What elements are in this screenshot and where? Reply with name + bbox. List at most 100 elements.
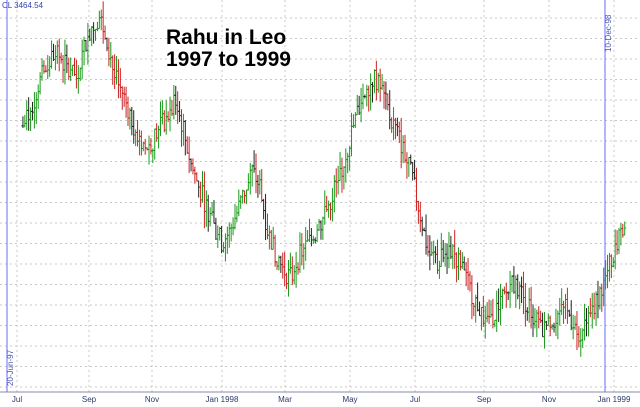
ohlc-bar bbox=[99, 9, 103, 31]
ohlc-bar bbox=[453, 229, 457, 269]
ohlc-bar bbox=[105, 37, 109, 52]
ohlc-bar bbox=[122, 86, 126, 107]
ohlc-bar bbox=[476, 282, 480, 312]
ohlc-bar bbox=[369, 73, 373, 111]
ohlc-bar bbox=[260, 169, 264, 202]
ohlc-bar bbox=[340, 157, 344, 193]
ohlc-bar bbox=[443, 243, 447, 267]
ohlc-bar bbox=[558, 297, 562, 326]
ohlc-bar bbox=[487, 299, 491, 325]
ohlc-bar bbox=[357, 95, 361, 115]
ohlc-bar bbox=[23, 114, 27, 128]
ohlc-bar bbox=[334, 168, 338, 198]
ohlc-bar bbox=[390, 117, 394, 133]
x-tick-label: Sep bbox=[82, 395, 97, 404]
ohlc-bar bbox=[233, 203, 237, 230]
ohlc-bar bbox=[388, 90, 392, 130]
ohlc-bar bbox=[411, 162, 415, 181]
ohlc-bar bbox=[348, 146, 352, 171]
ohlc-bar bbox=[97, 10, 101, 30]
ohlc-bar bbox=[330, 187, 334, 222]
ohlc-bar bbox=[267, 225, 271, 250]
ohlc-bar bbox=[407, 156, 411, 177]
ohlc-bar bbox=[137, 129, 141, 156]
ohlc-bar bbox=[617, 227, 621, 255]
ohlc-bar bbox=[225, 226, 229, 254]
ohlc-bar bbox=[520, 276, 524, 304]
ohlc-bar bbox=[25, 100, 29, 131]
ohlc-bar bbox=[229, 223, 233, 242]
ohlc-bar bbox=[90, 26, 94, 47]
ohlc-bar bbox=[34, 92, 38, 125]
ohlc-bar bbox=[571, 314, 575, 340]
ohlc-bar bbox=[590, 293, 594, 329]
ohlc-bar bbox=[451, 244, 455, 270]
ohlc-bar bbox=[393, 117, 397, 140]
ohlc-bar bbox=[474, 294, 478, 323]
ohlc-bar bbox=[136, 119, 140, 147]
ohlc-bar bbox=[607, 252, 611, 282]
ohlc-bar bbox=[244, 189, 248, 205]
ohlc-bar bbox=[409, 154, 413, 165]
x-tick-label: Jul bbox=[410, 395, 420, 404]
ohlc-bar bbox=[241, 189, 245, 204]
ohlc-bar bbox=[118, 68, 122, 99]
ohlc-bar bbox=[529, 286, 533, 329]
ohlc-bar bbox=[365, 84, 369, 107]
ohlc-bar bbox=[73, 57, 77, 77]
ohlc-bar bbox=[598, 286, 602, 310]
ohlc-bar bbox=[109, 42, 113, 68]
x-tick-label: Jul bbox=[12, 395, 22, 404]
ohlc-bar bbox=[432, 240, 436, 265]
ohlc-bar bbox=[378, 68, 382, 102]
ohlc-bar bbox=[120, 86, 124, 110]
ohlc-bar bbox=[101, 1, 105, 44]
ohlc-bar bbox=[32, 91, 36, 129]
ohlc-bar bbox=[162, 110, 166, 133]
ohlc-bar bbox=[210, 201, 214, 216]
ohlc-bar bbox=[50, 40, 54, 69]
ohlc-bar bbox=[420, 216, 424, 237]
ohlc-bar bbox=[588, 298, 592, 318]
ohlc-bar bbox=[514, 275, 518, 308]
x-tick-label: Nov bbox=[145, 395, 159, 404]
ohlc-bar bbox=[460, 252, 464, 270]
ohlc-bar bbox=[372, 69, 376, 94]
ohlc-bar bbox=[201, 171, 205, 203]
date-markers: 20-Jun-97 10-Dec-98 bbox=[6, 0, 613, 392]
ohlc-bar bbox=[243, 190, 247, 204]
ohlc-bar bbox=[567, 309, 571, 317]
price-bars bbox=[21, 1, 627, 357]
ohlc-bar bbox=[216, 225, 220, 248]
ohlc-bar bbox=[248, 163, 252, 195]
ohlc-bar bbox=[426, 234, 430, 257]
ohlc-bar bbox=[281, 252, 285, 279]
ohlc-bar bbox=[51, 43, 55, 61]
ohlc-bar bbox=[586, 306, 590, 337]
ohlc-bar bbox=[541, 312, 545, 338]
ohlc-bar bbox=[478, 301, 482, 317]
ohlc-bar bbox=[183, 119, 187, 156]
ohlc-bar bbox=[254, 153, 258, 194]
x-axis: Jul Sep Nov Jan 1998 Mar May Jul Sep Nov Jan 1999 bbox=[12, 395, 631, 404]
ohlc-bar bbox=[132, 110, 136, 144]
ohlc-bar bbox=[76, 65, 80, 94]
ohlc-bar bbox=[212, 200, 216, 224]
ohlc-bar bbox=[38, 72, 42, 95]
ohlc-bar bbox=[164, 100, 168, 135]
ohlc-bar bbox=[380, 73, 384, 90]
ohlc-bar bbox=[256, 174, 260, 198]
ohlc-bar bbox=[220, 226, 224, 254]
ohlc-bar bbox=[130, 106, 134, 136]
ohlc-bar bbox=[537, 306, 541, 329]
ohlc-bar bbox=[250, 164, 254, 187]
ohlc-bar bbox=[61, 55, 65, 83]
ohlc-bar bbox=[615, 230, 619, 255]
ohlc-bar bbox=[53, 45, 57, 71]
x-tick-label: Jan 1998 bbox=[206, 395, 239, 404]
ohlc-bar bbox=[63, 39, 67, 85]
ohlc-bar bbox=[166, 111, 170, 123]
ohlc-bar bbox=[36, 84, 40, 109]
ohlc-bar bbox=[128, 107, 132, 130]
ohlc-bar bbox=[355, 94, 359, 116]
